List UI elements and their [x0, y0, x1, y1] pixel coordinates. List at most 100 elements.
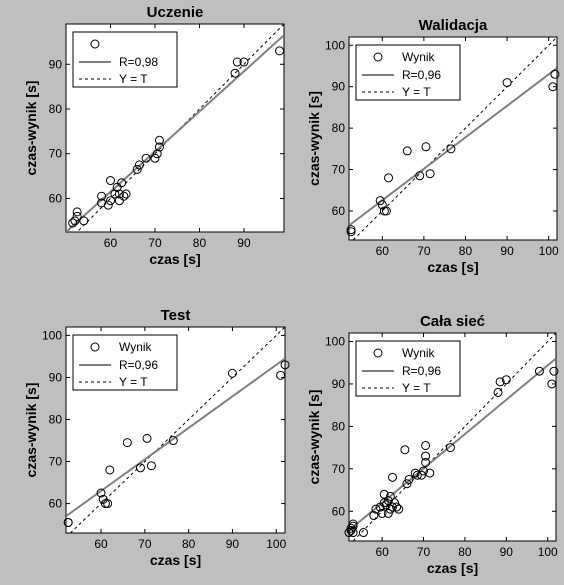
- data-point: [103, 200, 113, 210]
- data-point: [97, 191, 107, 201]
- data-point: [415, 171, 425, 181]
- data-point: [72, 211, 82, 221]
- data-point: [402, 479, 412, 489]
- data-point: [117, 178, 127, 188]
- data-point: [72, 207, 82, 217]
- y-tick-label: 70: [49, 455, 63, 469]
- legend-entry: R=0,96: [402, 364, 441, 378]
- x-tick-label: 80: [458, 545, 472, 559]
- data-point: [122, 438, 132, 448]
- data-point: [105, 176, 115, 186]
- y-tick-label: 80: [332, 121, 346, 135]
- y-axis-label: czas-wynik [s]: [23, 81, 39, 176]
- legend-entry: Y = T: [402, 85, 431, 99]
- data-point: [385, 491, 395, 501]
- y-tick-label: 100: [325, 334, 345, 348]
- data-point: [346, 227, 356, 237]
- x-tick-label: 90: [500, 545, 514, 559]
- data-point: [105, 196, 115, 206]
- y-tick-label: 90: [49, 370, 63, 384]
- data-point: [550, 69, 560, 79]
- y-tick-label: 70: [332, 163, 346, 177]
- x-axis-label: czas [s]: [427, 560, 478, 576]
- data-point: [152, 149, 162, 159]
- data-point: [425, 468, 435, 478]
- data-point: [416, 470, 426, 480]
- y-tick-label: 100: [325, 38, 345, 52]
- data-point: [103, 499, 113, 509]
- data-point: [70, 216, 80, 226]
- legend: [355, 340, 461, 397]
- legend-entry: Wynik: [402, 346, 436, 360]
- identity-line: [352, 37, 557, 240]
- data-point: [346, 225, 356, 235]
- y-tick-label: 80: [332, 419, 346, 433]
- x-tick-label: 90: [237, 236, 251, 250]
- x-axis-label: czas [s]: [150, 552, 201, 568]
- y-axis-label: czas-wynik [s]: [306, 91, 322, 186]
- data-point: [421, 457, 431, 467]
- data-point: [280, 360, 290, 370]
- chart-walidacja: 60 70 80 90 100 60 70 80 90 100 Walidacja czas [s] c…: [306, 17, 560, 275]
- x-axis-label: czas [s]: [149, 251, 200, 267]
- data-point: [379, 489, 389, 499]
- y-tick-label: 70: [332, 462, 346, 476]
- data-point: [348, 528, 358, 538]
- x-tick-label: 100: [539, 244, 559, 258]
- data-point: [421, 451, 431, 461]
- x-tick-label: 60: [104, 236, 118, 250]
- data-point: [100, 499, 110, 509]
- x-tick-label: 90: [500, 244, 514, 258]
- data-point: [383, 508, 393, 518]
- data-point: [425, 169, 435, 179]
- legend-entry: Y = T: [119, 72, 148, 86]
- x-tick-label: 90: [226, 537, 240, 551]
- data-point: [344, 528, 354, 538]
- data-point: [402, 146, 412, 156]
- legend: [355, 44, 461, 101]
- data-point: [97, 198, 107, 208]
- legend-entry: Wynik: [119, 340, 153, 354]
- data-point: [168, 436, 178, 446]
- data-point: [412, 470, 422, 480]
- data-point: [421, 440, 431, 450]
- y-tick-label: 70: [49, 147, 63, 161]
- x-tick-label: 80: [182, 537, 196, 551]
- data-point: [383, 496, 393, 506]
- data-point: [135, 463, 145, 473]
- data-point: [390, 498, 400, 508]
- chart-cala-siec: 60 70 80 90 100 60 70 80 90 100 Cała sieć czas [s] c…: [306, 313, 559, 576]
- chart-uczenie: 60 70 80 90 60 70 80 90 Uczenie czas [s] czas-wyni…: [23, 4, 285, 267]
- data-point: [377, 200, 387, 210]
- legend-marker-icon: [373, 52, 383, 62]
- x-tick-label: 80: [193, 236, 207, 250]
- legend-marker-icon: [373, 348, 383, 358]
- x-tick-label: 60: [94, 537, 108, 551]
- y-tick-label: 90: [332, 377, 346, 391]
- legend-marker-icon: [90, 39, 100, 49]
- data-point: [150, 153, 160, 163]
- data-point: [346, 523, 356, 533]
- y-tick-label: 60: [49, 497, 63, 511]
- data-point: [348, 521, 358, 531]
- data-point: [445, 443, 455, 453]
- data-point: [410, 468, 420, 478]
- data-point: [384, 173, 394, 183]
- legend-entry: Wynik: [402, 50, 436, 64]
- data-point: [502, 78, 512, 88]
- chart-test: 60 70 80 90 100 60 70 80 90 100 Test czas [s] czas-w…: [23, 307, 290, 568]
- data-point: [114, 189, 124, 199]
- data-point: [230, 68, 240, 78]
- x-tick-label: 70: [417, 244, 431, 258]
- legend-entry: R=0,98: [119, 55, 158, 69]
- y-tick-label: 90: [332, 80, 346, 94]
- data-point: [227, 368, 237, 378]
- data-point: [419, 466, 429, 476]
- data-point: [154, 142, 164, 152]
- y-tick-label: 60: [49, 191, 63, 205]
- data-point: [239, 57, 249, 67]
- data-point: [358, 528, 368, 538]
- data-point: [63, 517, 73, 527]
- legend-entry: Y = T: [119, 375, 148, 389]
